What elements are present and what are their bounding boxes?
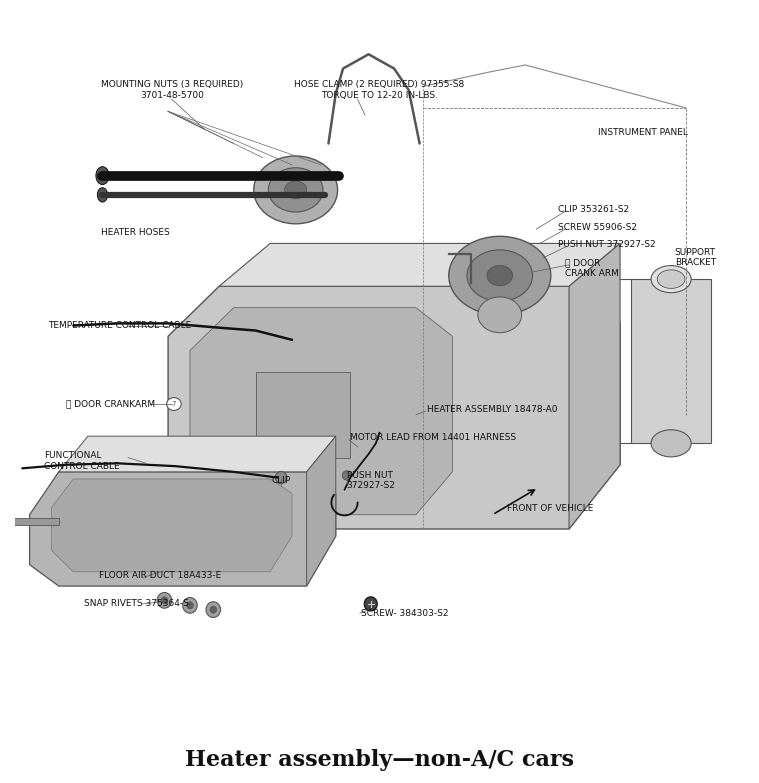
Text: MOTOR LEAD FROM 14401 HARNESS: MOTOR LEAD FROM 14401 HARNESS [351,433,516,442]
Ellipse shape [187,602,194,609]
Ellipse shape [161,597,168,604]
Ellipse shape [206,602,221,618]
Ellipse shape [651,430,691,456]
Text: 7: 7 [172,401,176,407]
Text: CLIP: CLIP [272,476,291,485]
Ellipse shape [97,188,108,202]
Ellipse shape [651,265,691,293]
Polygon shape [256,372,351,457]
Ellipse shape [96,167,109,185]
Text: PUSH NUT 372927-S2: PUSH NUT 372927-S2 [558,240,656,249]
Text: SCREW- 384303-S2: SCREW- 384303-S2 [361,608,449,618]
Ellipse shape [467,250,533,301]
Text: ⓢ DOOR
CRANK ARM: ⓢ DOOR CRANK ARM [565,258,619,278]
Polygon shape [631,279,711,443]
Polygon shape [307,436,335,586]
Ellipse shape [478,297,521,333]
Polygon shape [30,472,335,586]
Text: Heater assembly—non-A/C cars: Heater assembly—non-A/C cars [185,749,574,770]
Text: SNAP RIVETS 375364-S: SNAP RIVETS 375364-S [84,600,189,608]
Polygon shape [1,518,58,525]
Text: SCREW 55906-S2: SCREW 55906-S2 [558,222,637,232]
Ellipse shape [364,597,377,611]
Polygon shape [190,308,452,514]
Ellipse shape [487,265,512,286]
Text: INSTRUMENT PANEL: INSTRUMENT PANEL [598,128,688,137]
Polygon shape [58,436,335,472]
Ellipse shape [276,471,287,484]
Text: HOSE CLAMP (2 REQUIRED) 97355-S8
TORQUE TO 12-20 IN-LBS.: HOSE CLAMP (2 REQUIRED) 97355-S8 TORQUE … [294,80,465,99]
Ellipse shape [254,156,338,224]
Text: TEMPERATURE CONTROL CABLE: TEMPERATURE CONTROL CABLE [48,321,191,330]
Ellipse shape [449,236,551,315]
Polygon shape [168,287,620,529]
Ellipse shape [183,597,197,613]
Ellipse shape [657,270,685,288]
Text: FUNCTIONAL
CONTROL CABLE: FUNCTIONAL CONTROL CABLE [44,452,120,471]
Ellipse shape [285,181,307,199]
Ellipse shape [210,606,216,613]
Polygon shape [52,479,292,572]
Text: SUPPORT
BRACKET: SUPPORT BRACKET [675,248,716,268]
Text: CLIP 353261-S2: CLIP 353261-S2 [558,204,629,214]
Ellipse shape [167,398,181,410]
Ellipse shape [342,471,351,480]
Text: FLOOR AIR DUCT 18A433-E: FLOOR AIR DUCT 18A433-E [99,571,221,580]
Text: HEATER HOSES: HEATER HOSES [101,228,170,237]
Text: ⓦ DOOR CRANKARM: ⓦ DOOR CRANKARM [66,399,155,409]
Text: MOUNTING NUTS (3 REQUIRED)
3701-48-5700: MOUNTING NUTS (3 REQUIRED) 3701-48-5700 [101,80,243,99]
Ellipse shape [269,168,323,212]
Polygon shape [219,244,620,287]
Polygon shape [569,244,620,529]
Text: PUSH NUT
372927-S2: PUSH NUT 372927-S2 [347,471,395,490]
Ellipse shape [157,593,172,608]
Text: HEATER ASSEMBLY 18478-A0: HEATER ASSEMBLY 18478-A0 [427,405,557,413]
Text: FRONT OF VEHICLE: FRONT OF VEHICLE [507,504,594,514]
